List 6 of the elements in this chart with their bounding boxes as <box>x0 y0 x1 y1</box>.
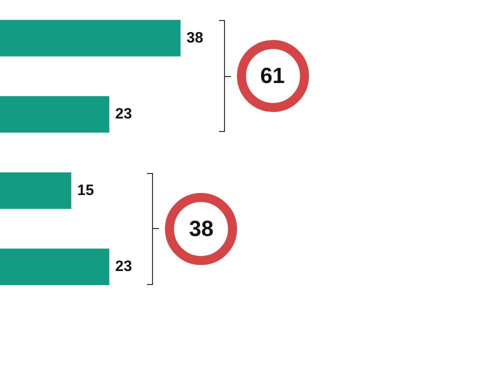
text: 38 <box>165 192 238 265</box>
data-label: 15 <box>77 182 94 199</box>
text: 61 <box>236 40 308 112</box>
data-label: 23 <box>115 106 132 123</box>
data-label: 23 <box>115 258 132 276</box>
data-label: 38 <box>186 29 204 46</box>
